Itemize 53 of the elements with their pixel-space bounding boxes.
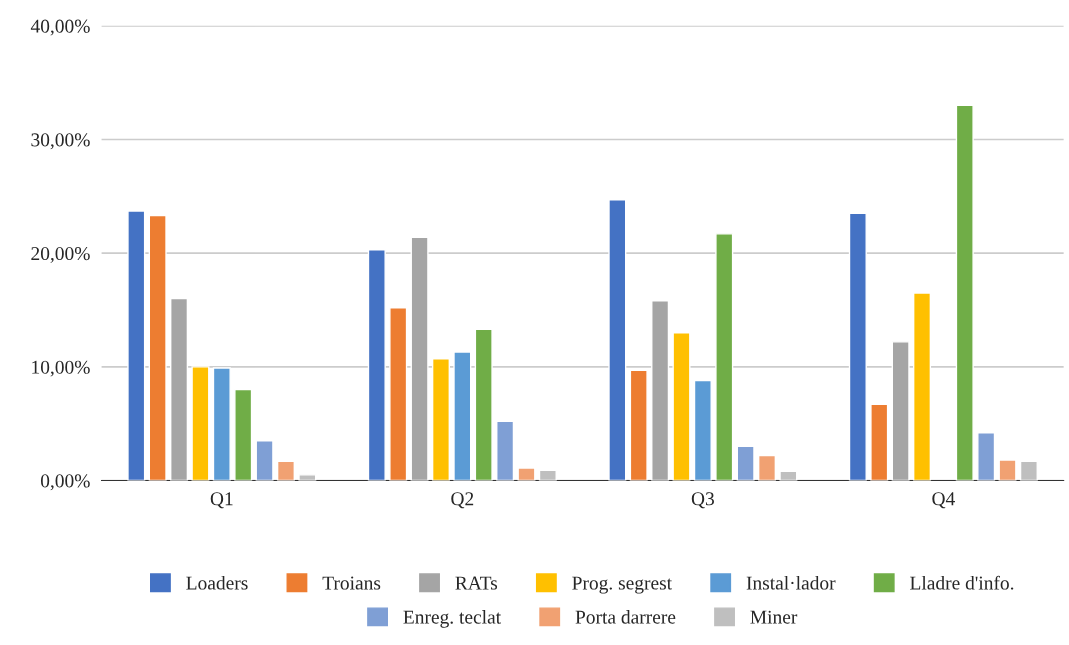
bar xyxy=(298,474,317,481)
y-tick-label: 30,00% xyxy=(31,133,90,150)
legend-label: Prog. segrest xyxy=(572,576,672,594)
bar xyxy=(170,297,189,481)
bar xyxy=(431,358,450,481)
bar xyxy=(651,300,670,481)
bar xyxy=(453,351,472,481)
bar xyxy=(474,328,493,481)
bar xyxy=(212,367,231,481)
x-tick-label: Q2 xyxy=(451,492,474,509)
legend-label: RATs xyxy=(455,576,498,590)
bar xyxy=(191,366,210,481)
legend-label: Loaders xyxy=(186,575,248,590)
y-tick-label: 10,00% xyxy=(32,360,90,377)
bar xyxy=(1019,460,1038,481)
bar xyxy=(672,332,691,481)
bar xyxy=(891,341,910,481)
bar xyxy=(693,379,712,481)
bar xyxy=(517,467,536,481)
bar xyxy=(870,403,889,481)
bar xyxy=(912,292,932,481)
bar xyxy=(779,470,798,481)
bar xyxy=(255,440,274,481)
bar xyxy=(608,199,627,481)
bar xyxy=(276,460,295,481)
legend-label: Troians xyxy=(322,576,381,590)
bar xyxy=(389,307,408,481)
legend-label: Enreg. teclat xyxy=(403,610,501,628)
bar xyxy=(757,454,777,481)
bar xyxy=(977,432,996,481)
y-tick-label: 20,00% xyxy=(31,246,90,263)
x-tick-label: Q3 xyxy=(691,492,714,509)
bar xyxy=(998,459,1017,481)
bar xyxy=(736,445,755,481)
bar xyxy=(234,388,253,481)
bar xyxy=(848,212,867,481)
bar xyxy=(367,249,386,481)
bar xyxy=(955,104,974,481)
y-tick-label: 0,00% xyxy=(40,474,90,491)
legend-label: Lladre d'info. xyxy=(910,575,1014,590)
bar xyxy=(148,214,167,481)
bar xyxy=(410,236,429,481)
bar xyxy=(629,369,648,481)
legend-label: Instal·lador xyxy=(746,575,836,590)
bar xyxy=(496,420,515,481)
bar xyxy=(127,210,146,481)
legend-label: Miner xyxy=(750,610,798,624)
x-tick-label: Q1 xyxy=(210,492,233,509)
bar xyxy=(715,233,734,481)
legend-label: Porta darrere xyxy=(575,610,676,624)
y-tick-label: 40,00% xyxy=(30,19,90,36)
x-tick-label: Q4 xyxy=(932,492,955,509)
bar xyxy=(538,469,557,481)
